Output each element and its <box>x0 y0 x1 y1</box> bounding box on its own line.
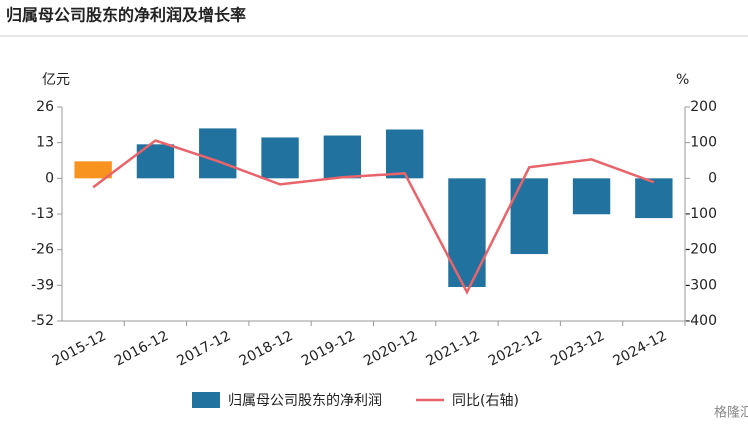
y2-tick-label: 0 <box>708 170 717 186</box>
y2-tick-label: -300 <box>685 277 717 293</box>
legend-label: 归属母公司股东的净利润 <box>228 392 382 409</box>
x-tick-label: 2015-12 <box>50 328 109 370</box>
y2-tick-label: 100 <box>690 135 717 151</box>
y-tick-label: -13 <box>31 206 54 222</box>
x-tick-label: 2019-12 <box>299 328 358 370</box>
x-tick-label: 2018-12 <box>237 328 296 370</box>
y-axis-label: 亿元 <box>42 72 70 88</box>
line <box>92 139 655 295</box>
x-tick-label: 2016-12 <box>112 328 171 370</box>
y2-tick-label: -200 <box>685 242 717 258</box>
y2-tick-label: -400 <box>685 313 717 329</box>
x-tick-label: 2017-12 <box>174 328 233 370</box>
x-tick-label: 2020-12 <box>361 328 420 370</box>
y-tick-label: 13 <box>36 135 54 151</box>
y2-tick-label: 200 <box>690 99 717 115</box>
y-tick-label: -39 <box>31 277 54 293</box>
y-tick-label: 26 <box>36 99 54 115</box>
x-tick-label: 2021-12 <box>424 328 483 370</box>
x-tick-label: 2024-12 <box>610 328 669 370</box>
bar <box>323 135 362 179</box>
y2-tick-label: -100 <box>685 206 717 222</box>
bar <box>510 178 548 255</box>
bar <box>199 128 237 179</box>
bar <box>635 178 673 219</box>
bar <box>74 161 112 179</box>
x-tick-label: 2022-12 <box>486 328 545 370</box>
bar <box>385 129 424 179</box>
legend-swatch <box>192 392 220 408</box>
chart-title: 归属母公司股东的净利润及增长率 <box>6 6 246 25</box>
watermark: 格隆汇 <box>714 405 748 421</box>
y-tick-label: -26 <box>31 242 54 258</box>
legend-label: 同比(右轴) <box>452 393 519 409</box>
y2-axis-label: % <box>676 72 689 88</box>
bar <box>572 178 611 215</box>
bar <box>448 178 486 287</box>
x-tick-label: 2023-12 <box>548 328 607 370</box>
bar <box>261 137 299 179</box>
y-tick-label: 0 <box>45 170 54 186</box>
y-tick-label: -52 <box>31 313 54 329</box>
